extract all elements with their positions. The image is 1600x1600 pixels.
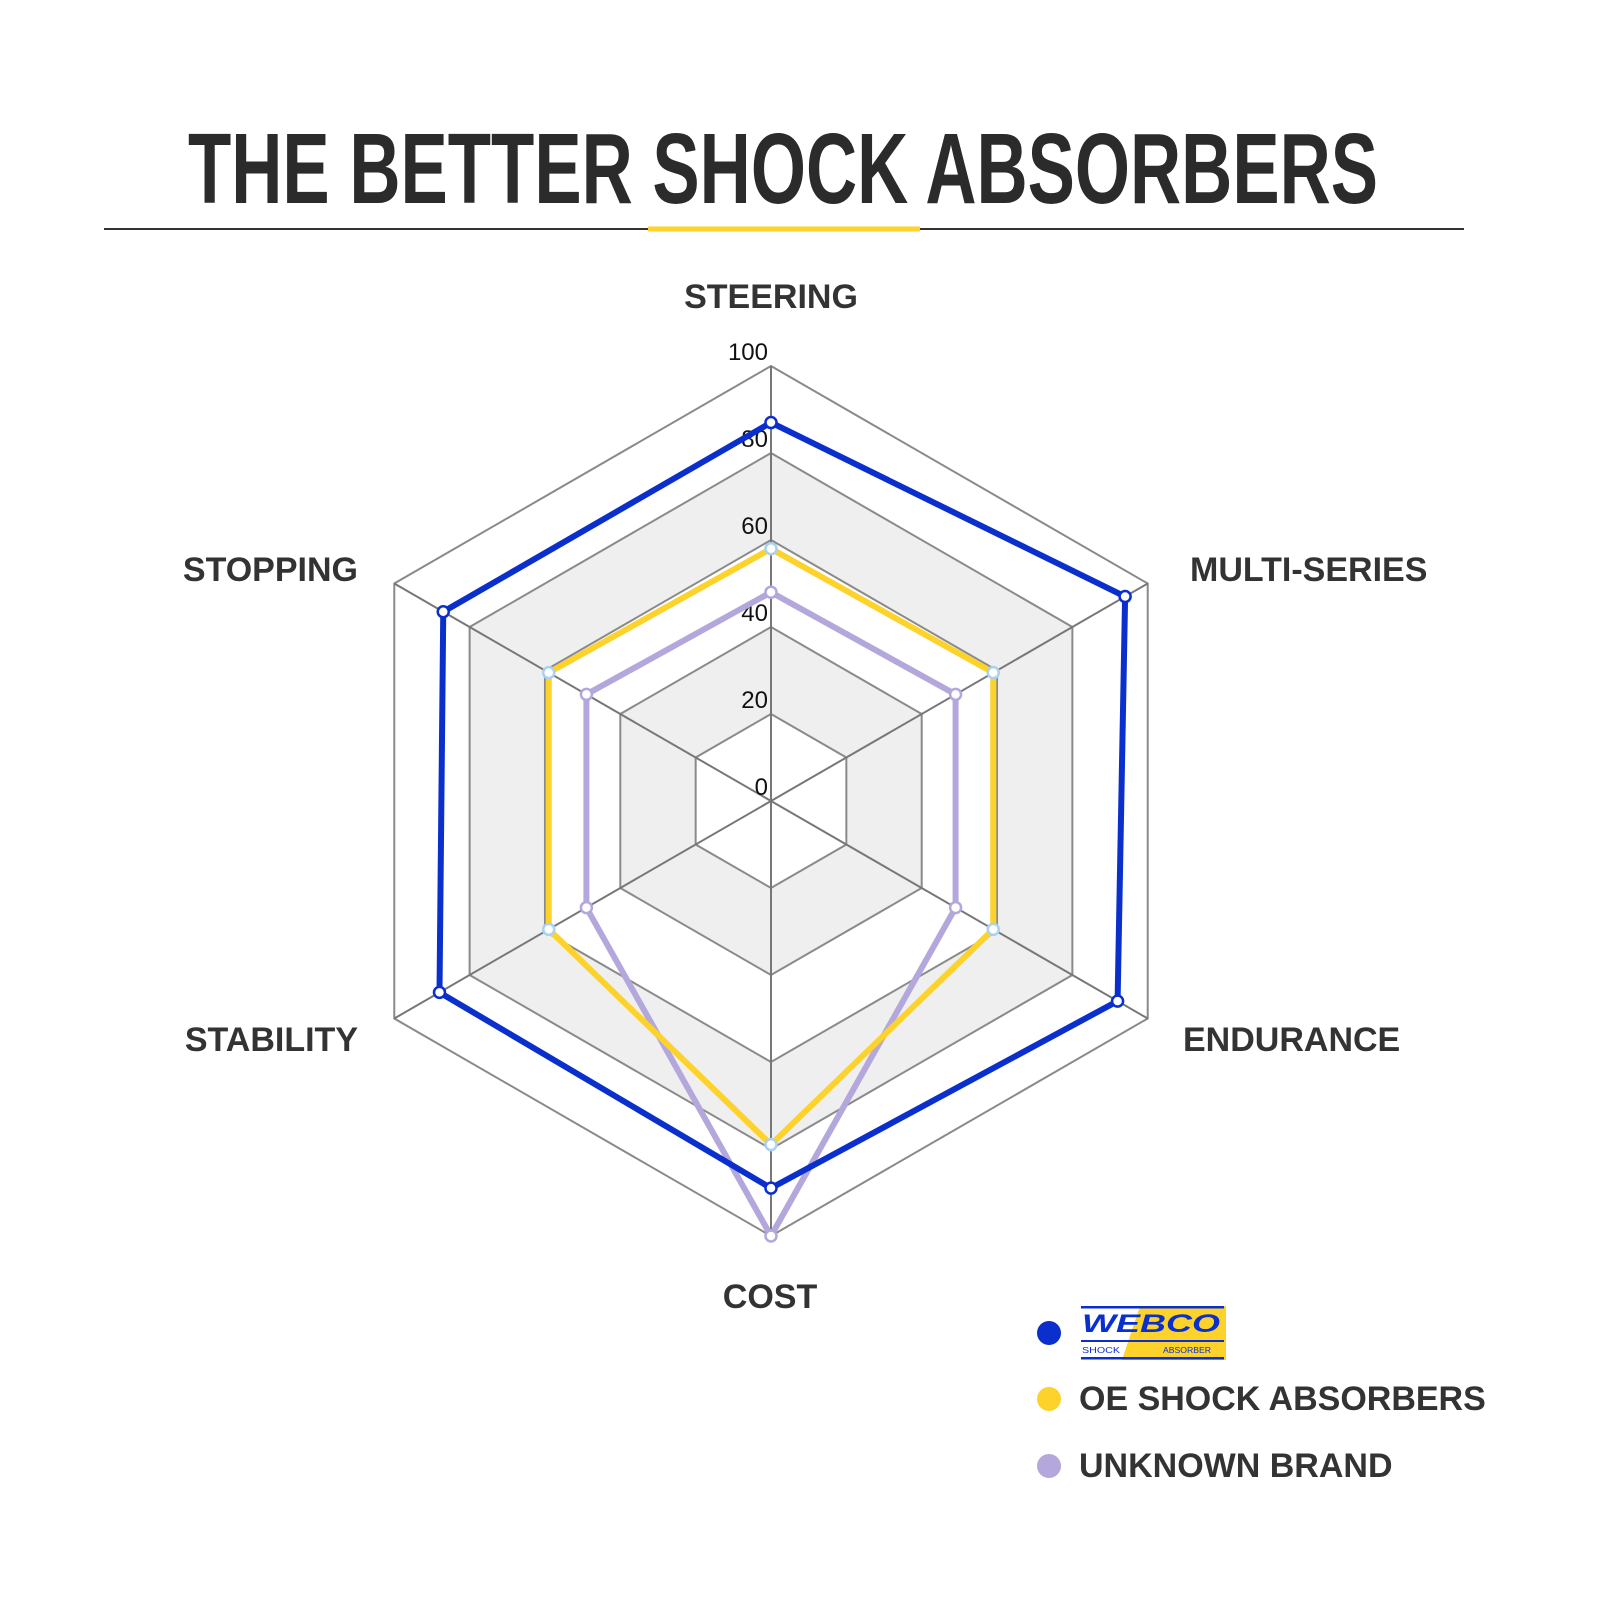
axis-label: ENDURANCE — [1183, 1021, 1400, 1059]
legend-item-unknown[interactable]: UNKNOWN BRAND — [1037, 1447, 1393, 1485]
data-point — [764, 541, 778, 556]
data-point — [579, 900, 594, 915]
series-layer — [432, 415, 1132, 1243]
data-point — [436, 605, 451, 619]
radar-grid — [393, 364, 1149, 1238]
webco-logo-tag-left: SHOCK — [1082, 1346, 1121, 1355]
legend-label-oe: OE SHOCK ABSORBERS — [1079, 1380, 1486, 1418]
data-point — [432, 985, 447, 1000]
data-point — [541, 665, 556, 680]
data-point — [541, 922, 556, 937]
data-point — [948, 687, 963, 702]
legend-swatch-unknown — [1037, 1454, 1061, 1478]
axis-label: STEERING — [684, 278, 858, 316]
legend-swatch-oe — [1037, 1387, 1061, 1411]
series — [432, 415, 1132, 1195]
webco-logo: WEBCO SHOCK ABSORBER — [1081, 1306, 1226, 1360]
legend-item-webco[interactable]: WEBCO SHOCK ABSORBER — [1037, 1306, 1226, 1360]
axis-label: STOPPING — [183, 551, 358, 589]
axis-labels: STEERING MULTI-SERIES ENDURANCE COST STABILI… — [183, 278, 1427, 1316]
legend-label-unknown: UNKNOWN BRAND — [1079, 1447, 1393, 1485]
axis-label: STABILITY — [185, 1021, 358, 1059]
data-point — [986, 665, 1001, 680]
tick-label: 0 — [755, 774, 768, 801]
tick-label: 20 — [741, 687, 768, 714]
data-point — [986, 922, 1001, 937]
axis-label: COST — [723, 1278, 818, 1316]
webco-logo-word: WEBCO — [1082, 1310, 1221, 1338]
data-point — [948, 900, 963, 915]
tick-label: 60 — [741, 513, 768, 540]
data-point — [764, 585, 778, 599]
webco-logo-tag-right: ABSORBER — [1163, 1346, 1211, 1355]
data-point — [764, 415, 778, 430]
data-point — [1118, 589, 1132, 604]
legend: WEBCO SHOCK ABSORBER OE SHOCK ABSORBERS … — [1037, 1306, 1486, 1485]
data-point — [764, 1137, 778, 1152]
chart-title: THE BETTER SHOCK ABSORBERS — [188, 113, 1378, 225]
data-point — [1110, 994, 1125, 1008]
data-point — [764, 1181, 778, 1195]
series — [541, 541, 1001, 1152]
legend-swatch-webco — [1037, 1321, 1061, 1345]
axis-label: MULTI-SERIES — [1190, 551, 1427, 589]
tick-label: 100 — [728, 339, 768, 366]
data-point — [579, 687, 594, 702]
legend-item-oe[interactable]: OE SHOCK ABSORBERS — [1037, 1380, 1486, 1418]
data-point — [764, 1229, 778, 1243]
series — [579, 585, 963, 1243]
